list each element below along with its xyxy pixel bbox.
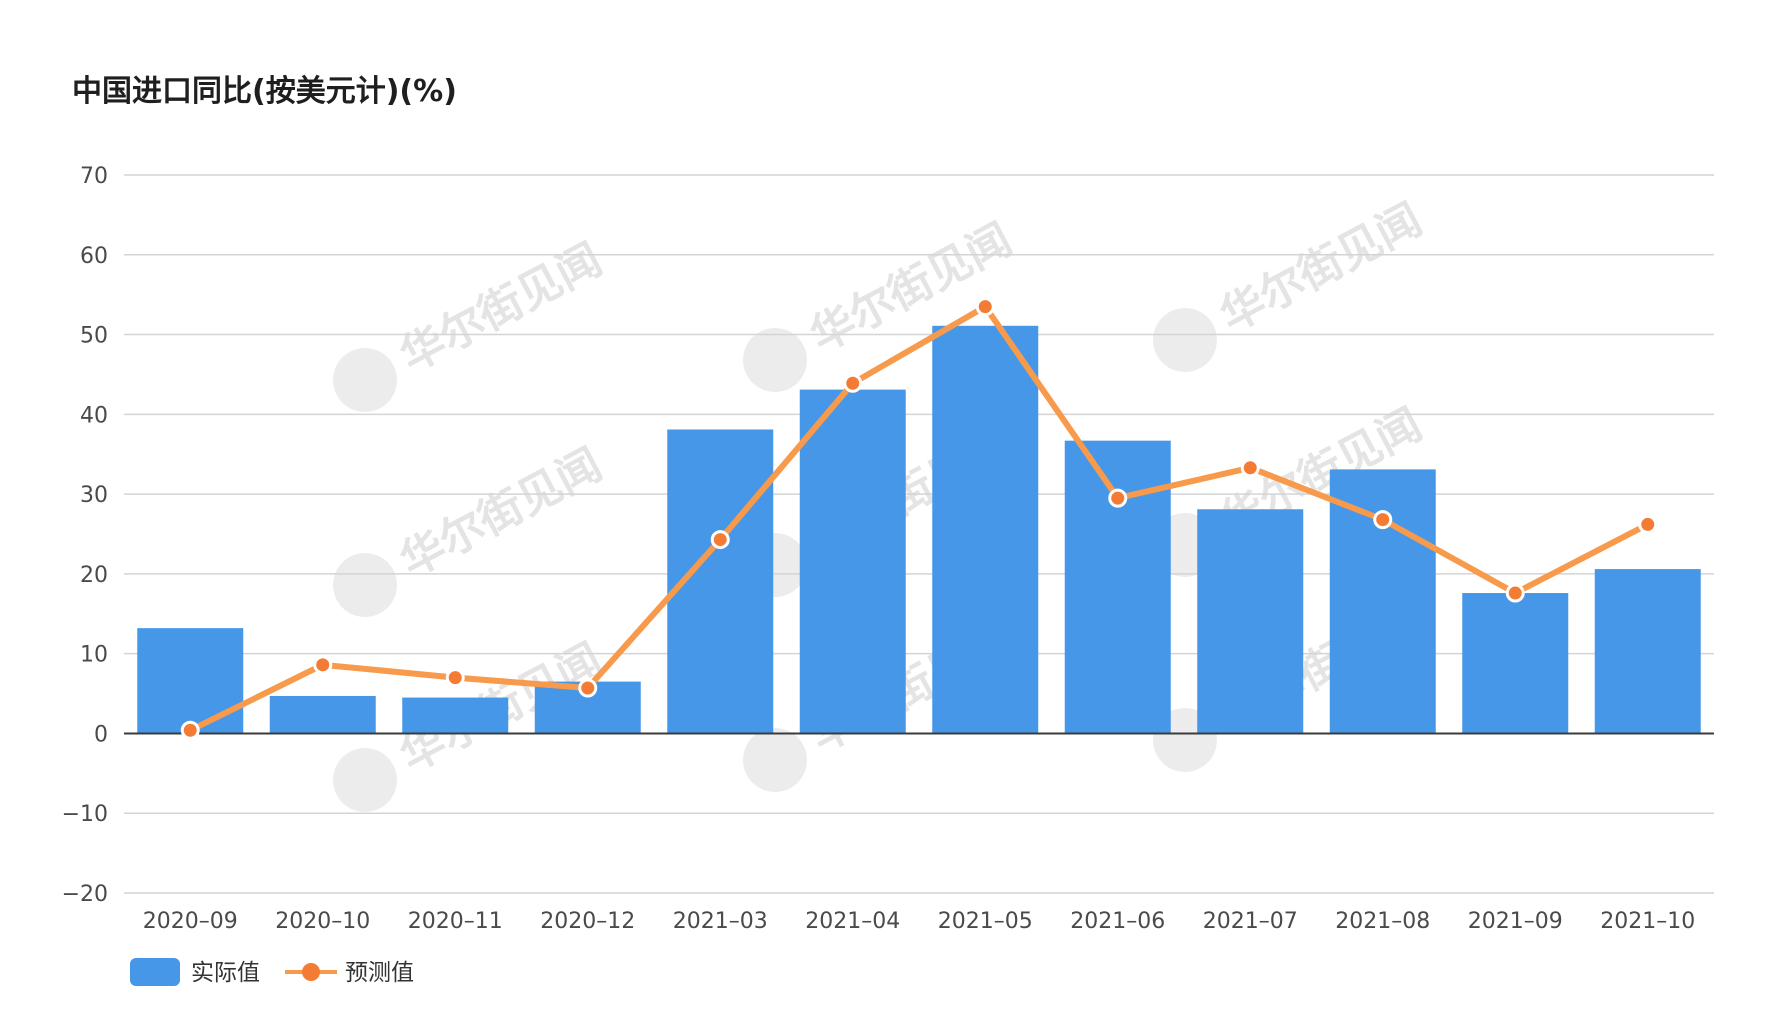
watermark: 华尔街见闻 xyxy=(333,439,610,617)
y-tick-label: 50 xyxy=(80,324,108,349)
forecast-line xyxy=(187,303,1651,734)
x-tick-label: 2021–08 xyxy=(1335,909,1430,934)
legend-forecast-point-icon xyxy=(302,963,320,981)
x-axis-tick-labels: 2020–09 2020–10 2020–11 2020–12 2021–03 2021–… xyxy=(143,909,1695,934)
x-tick-label: 2021–09 xyxy=(1468,909,1563,934)
y-tick-label: −10 xyxy=(62,802,108,827)
y-axis-tick-labels: −20 −10 0 10 20 30 40 50 60 70 xyxy=(62,164,108,907)
bar-actual[interactable] xyxy=(1064,440,1171,734)
actual-bars xyxy=(137,325,1701,734)
legend-forecast-label: 预测值 xyxy=(345,960,414,986)
x-tick-label: 2020–09 xyxy=(143,909,238,934)
bar-actual[interactable] xyxy=(1329,469,1436,734)
x-tick-label: 2021–06 xyxy=(1070,909,1165,934)
bar-actual[interactable] xyxy=(1594,569,1701,734)
forecast-points xyxy=(180,297,1658,740)
forecast-point[interactable] xyxy=(1108,488,1128,508)
bar-actual[interactable] xyxy=(932,325,1039,734)
chart-title: 中国进口同比(按美元计)(%) xyxy=(72,74,457,109)
watermark-logo-icon xyxy=(333,553,397,617)
x-tick-label: 2021–10 xyxy=(1600,909,1695,934)
forecast-series-line xyxy=(187,303,1651,734)
y-tick-label: −20 xyxy=(62,882,108,907)
x-tick-label: 2020–12 xyxy=(540,909,635,934)
watermark-logo-icon xyxy=(743,328,807,392)
y-tick-label: 60 xyxy=(80,244,108,269)
x-tick-label: 2020–11 xyxy=(408,909,503,934)
forecast-point[interactable] xyxy=(710,530,730,550)
watermark-text: 华尔街见闻 xyxy=(392,234,610,382)
watermark: 华尔街见闻 xyxy=(1153,194,1430,372)
forecast-point[interactable] xyxy=(578,678,598,698)
watermark-text: 华尔街见闻 xyxy=(392,439,610,587)
legend-item-actual[interactable]: 实际值 xyxy=(130,958,260,986)
y-tick-label: 70 xyxy=(80,164,108,189)
bar-actual[interactable] xyxy=(137,628,244,734)
y-tick-label: 30 xyxy=(80,483,108,508)
y-tick-label: 40 xyxy=(80,403,108,428)
forecast-point[interactable] xyxy=(1240,458,1260,478)
watermark-text: 华尔街见闻 xyxy=(1212,194,1430,342)
forecast-point[interactable] xyxy=(843,373,863,393)
x-tick-label: 2021–05 xyxy=(938,909,1033,934)
bar-actual[interactable] xyxy=(402,697,509,734)
legend-item-forecast[interactable]: 预测值 xyxy=(285,960,414,986)
watermark-logo-icon xyxy=(1153,308,1217,372)
bar-actual[interactable] xyxy=(269,695,376,734)
watermark-logo-icon xyxy=(333,748,397,812)
y-tick-label: 20 xyxy=(80,563,108,588)
forecast-point[interactable] xyxy=(180,720,200,740)
forecast-point[interactable] xyxy=(1373,510,1393,530)
forecast-point[interactable] xyxy=(445,668,465,688)
forecast-point[interactable] xyxy=(1638,514,1658,534)
x-tick-label: 2021–07 xyxy=(1203,909,1298,934)
forecast-point[interactable] xyxy=(1505,583,1525,603)
x-tick-label: 2021–04 xyxy=(805,909,900,934)
forecast-point[interactable] xyxy=(313,655,333,675)
bar-actual[interactable] xyxy=(1462,593,1569,734)
watermark-logo-icon xyxy=(743,728,807,792)
x-tick-label: 2020–10 xyxy=(275,909,370,934)
legend-actual-swatch xyxy=(130,958,180,986)
bar-actual[interactable] xyxy=(799,389,906,734)
legend-actual-label: 实际值 xyxy=(191,960,260,986)
watermark-logo-icon xyxy=(333,348,397,412)
x-tick-label: 2021–03 xyxy=(673,909,768,934)
forecast-point[interactable] xyxy=(975,297,995,317)
bar-actual[interactable] xyxy=(1197,509,1304,734)
watermark: 华尔街见闻 xyxy=(333,234,610,412)
y-tick-label: 0 xyxy=(94,722,108,747)
y-tick-label: 10 xyxy=(80,643,108,668)
legend[interactable]: 实际值 预测值 xyxy=(130,958,414,986)
